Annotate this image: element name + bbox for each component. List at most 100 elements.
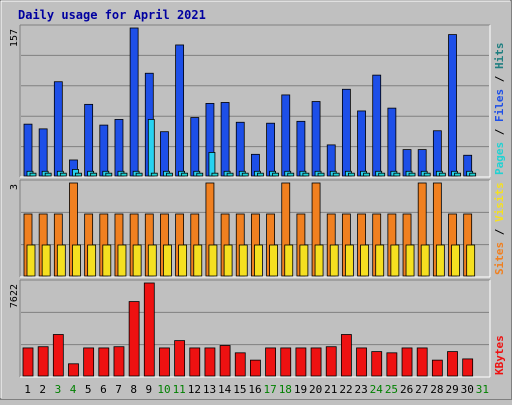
- hits-bar-pages: [378, 172, 386, 177]
- x-tick-label: 28: [430, 383, 443, 396]
- x-tick-label: 2: [39, 383, 46, 396]
- visits-bar-sites: [420, 244, 430, 277]
- visits-bar-sites: [299, 244, 309, 277]
- x-tick-label: 12: [188, 383, 201, 396]
- visits-bar-sites: [375, 244, 385, 277]
- x-tick-label: 3: [55, 383, 62, 396]
- legend-separator: /: [493, 69, 506, 89]
- visits-bar-sites: [26, 244, 36, 277]
- visits-bar-sites: [435, 244, 445, 277]
- legend-entry-sites: Sites: [493, 242, 506, 275]
- visits-bar-sites: [314, 244, 324, 277]
- chart-panels: 157 Pages / Files / Hits 3 Sites / Visits 76…: [9, 24, 506, 378]
- x-tick-label: 31: [476, 383, 489, 396]
- visits-bar-sites: [238, 244, 248, 277]
- hits-bar-hits: [372, 74, 382, 177]
- hits-bar-pages: [363, 172, 370, 177]
- hits-bar-pages: [332, 172, 340, 177]
- visits-bar-sites: [451, 244, 460, 277]
- hits-bar-pages: [44, 172, 52, 177]
- kbytes-bar-kbytes: [250, 359, 261, 377]
- kbytes-bar-kbytes: [280, 347, 292, 377]
- visits-bar-sites: [223, 244, 233, 277]
- kbytes-bar-kbytes: [37, 346, 49, 377]
- hits-bar-hits: [175, 44, 185, 177]
- hits-bar-files: [147, 119, 155, 177]
- legend-entry-visits: Visits: [493, 182, 506, 222]
- hits-bar-pages: [241, 172, 249, 177]
- visits-bar-sites: [102, 244, 112, 277]
- hits-bar-hits: [432, 130, 442, 177]
- hits-bar-hits: [448, 34, 457, 177]
- x-tick-label: 7: [115, 383, 122, 396]
- hits-bar-pages: [105, 172, 113, 177]
- visits-panel: 3 Sites / Visits: [9, 179, 506, 278]
- legend-entry-files: Files: [493, 89, 506, 122]
- x-tick-label: 19: [294, 383, 307, 396]
- x-tick-label: 23: [355, 383, 368, 396]
- hits-bar-pages: [408, 172, 416, 177]
- hits-bar-hits: [387, 107, 397, 177]
- kbytes-bar-kbytes: [325, 346, 337, 377]
- kbytes-bar-kbytes: [371, 351, 383, 377]
- hits-bar-pages: [302, 172, 310, 177]
- visits-bar-sites: [132, 244, 142, 277]
- hits-plot-area: [20, 25, 490, 177]
- hits-panel: 157 Pages / Files / Hits: [9, 24, 506, 178]
- hits-bar-hits: [190, 117, 200, 177]
- visits-bar-sites: [163, 244, 172, 277]
- hits-max-label: 157: [9, 29, 20, 47]
- hits-bar-hits: [220, 102, 230, 177]
- x-tick-label: 15: [233, 383, 246, 396]
- hits-bar-pages: [59, 172, 67, 177]
- visits-bar-sites: [269, 244, 278, 277]
- x-tick-label: 17: [264, 383, 277, 396]
- hits-bar-hits: [341, 88, 351, 177]
- visits-bar-sites: [254, 244, 263, 277]
- hits-bar-pages: [287, 172, 295, 177]
- x-tick-label: 9: [146, 383, 153, 396]
- hits-bar-pages: [135, 172, 143, 177]
- visits-bar-sites: [56, 244, 66, 277]
- kbytes-bar-kbytes: [174, 340, 186, 377]
- hits-bar-pages: [347, 172, 355, 177]
- kbytes-bar-kbytes: [143, 282, 155, 377]
- kbytes-bar-kbytes: [386, 352, 398, 377]
- visits-bar-sites: [178, 244, 188, 277]
- kbytes-bar-kbytes: [219, 345, 231, 377]
- x-tick-label: 27: [415, 383, 428, 396]
- hits-bar-hits: [281, 94, 291, 177]
- kbytes-bar-kbytes: [113, 346, 125, 377]
- hits-bar-hits: [114, 119, 124, 177]
- visits-bar-sites: [344, 244, 354, 277]
- kbytes-bar-kbytes: [462, 358, 474, 377]
- x-tick-label: 26: [400, 383, 413, 396]
- visits-bar-sites: [466, 244, 476, 277]
- kbytes-bar-kbytes: [356, 347, 367, 377]
- hits-bar-hits: [99, 124, 109, 177]
- hits-bar-pages: [257, 172, 264, 177]
- kbytes-max-label: 7622: [9, 284, 20, 308]
- hits-bar-hits: [23, 123, 33, 177]
- hits-bar-hits: [160, 131, 169, 177]
- kbytes-bar-kbytes: [447, 351, 458, 377]
- hits-bar-hits: [266, 122, 275, 177]
- visits-bar-sites: [87, 244, 97, 277]
- hits-bar-pages: [393, 172, 401, 177]
- hits-bar-pages: [454, 172, 461, 177]
- visits-max-label: 3: [9, 184, 20, 190]
- hits-bar-pages: [166, 172, 173, 177]
- hits-bar-pages: [90, 172, 98, 177]
- kbytes-legend: KBytes: [493, 335, 506, 375]
- x-tick-label: 24: [370, 383, 384, 396]
- visits-bar-sites: [147, 244, 157, 277]
- legend-separator: /: [493, 122, 506, 142]
- hits-bar-hits: [129, 27, 139, 177]
- hits-bar-pages: [120, 172, 128, 177]
- hits-bar-hits: [296, 120, 306, 177]
- hits-bar-hits: [53, 81, 63, 177]
- x-tick-label: 11: [173, 383, 186, 396]
- kbytes-bar-kbytes: [83, 347, 95, 377]
